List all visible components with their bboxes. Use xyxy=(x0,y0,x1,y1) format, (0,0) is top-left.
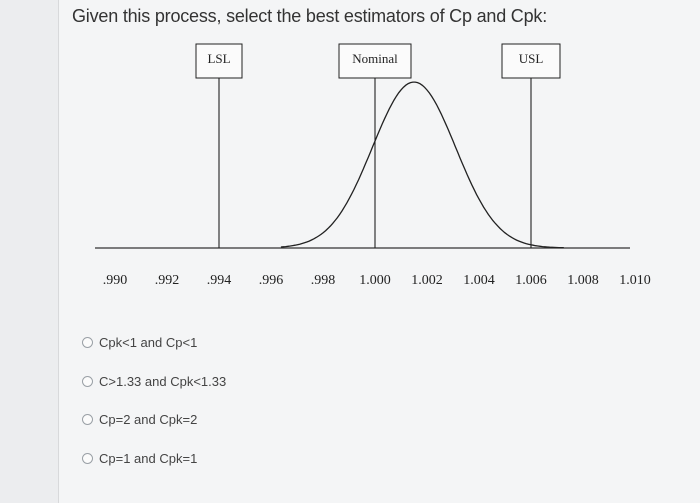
question-panel xyxy=(58,0,700,503)
option-3[interactable]: Cp=2 and Cpk=2 xyxy=(82,412,197,427)
option-label: Cp=2 and Cpk=2 xyxy=(99,412,198,427)
distribution-svg: LSL Nominal USL .990 .992 .994 .996 .998 1.00… xyxy=(95,43,651,288)
nominal-label-box: Nominal xyxy=(338,43,412,79)
lsl-label: LSL xyxy=(207,51,230,66)
option-4[interactable]: Cp=1 and Cpk=1 xyxy=(82,451,197,466)
radio-button-icon[interactable] xyxy=(82,414,93,425)
option-label: C>1.33 and Cpk<1.33 xyxy=(99,374,227,389)
radio-button-icon[interactable] xyxy=(82,337,93,348)
question-text: Given this process, select the best esti… xyxy=(72,6,548,26)
x-tick-label: 1.008 xyxy=(567,273,599,288)
process-distribution-figure: LSL Nominal USL .990 .992 .994 .996 .998 1.00… xyxy=(95,38,655,298)
x-tick-label: .994 xyxy=(207,273,232,288)
lsl-label-box: LSL xyxy=(195,43,243,79)
x-tick-label: .990 xyxy=(103,273,128,288)
x-tick-label: .996 xyxy=(259,273,284,288)
radio-button-icon[interactable] xyxy=(82,376,93,387)
x-tick-label: 1.004 xyxy=(463,273,495,288)
x-tick-label: .992 xyxy=(155,273,180,288)
option-label: Cpk<1 and Cp<1 xyxy=(99,335,198,350)
x-tick-label: 1.010 xyxy=(619,273,651,288)
x-tick-labels: .990 .992 .994 .996 .998 1.000 1.002 1.004 1.006… xyxy=(103,273,651,288)
x-tick-label: 1.002 xyxy=(411,273,443,288)
option-1[interactable]: Cpk<1 and Cp<1 xyxy=(82,335,197,350)
x-tick-label: .998 xyxy=(311,273,336,288)
x-tick-label: 1.006 xyxy=(515,273,547,288)
radio-button-icon[interactable] xyxy=(82,453,93,464)
usl-label-box: USL xyxy=(501,43,561,79)
option-2[interactable]: C>1.33 and Cpk<1.33 xyxy=(82,374,226,389)
usl-label: USL xyxy=(519,51,544,66)
nominal-label: Nominal xyxy=(352,51,398,66)
option-label: Cp=1 and Cpk=1 xyxy=(99,451,198,466)
distribution-curve xyxy=(280,81,564,249)
x-tick-label: 1.000 xyxy=(359,273,391,288)
